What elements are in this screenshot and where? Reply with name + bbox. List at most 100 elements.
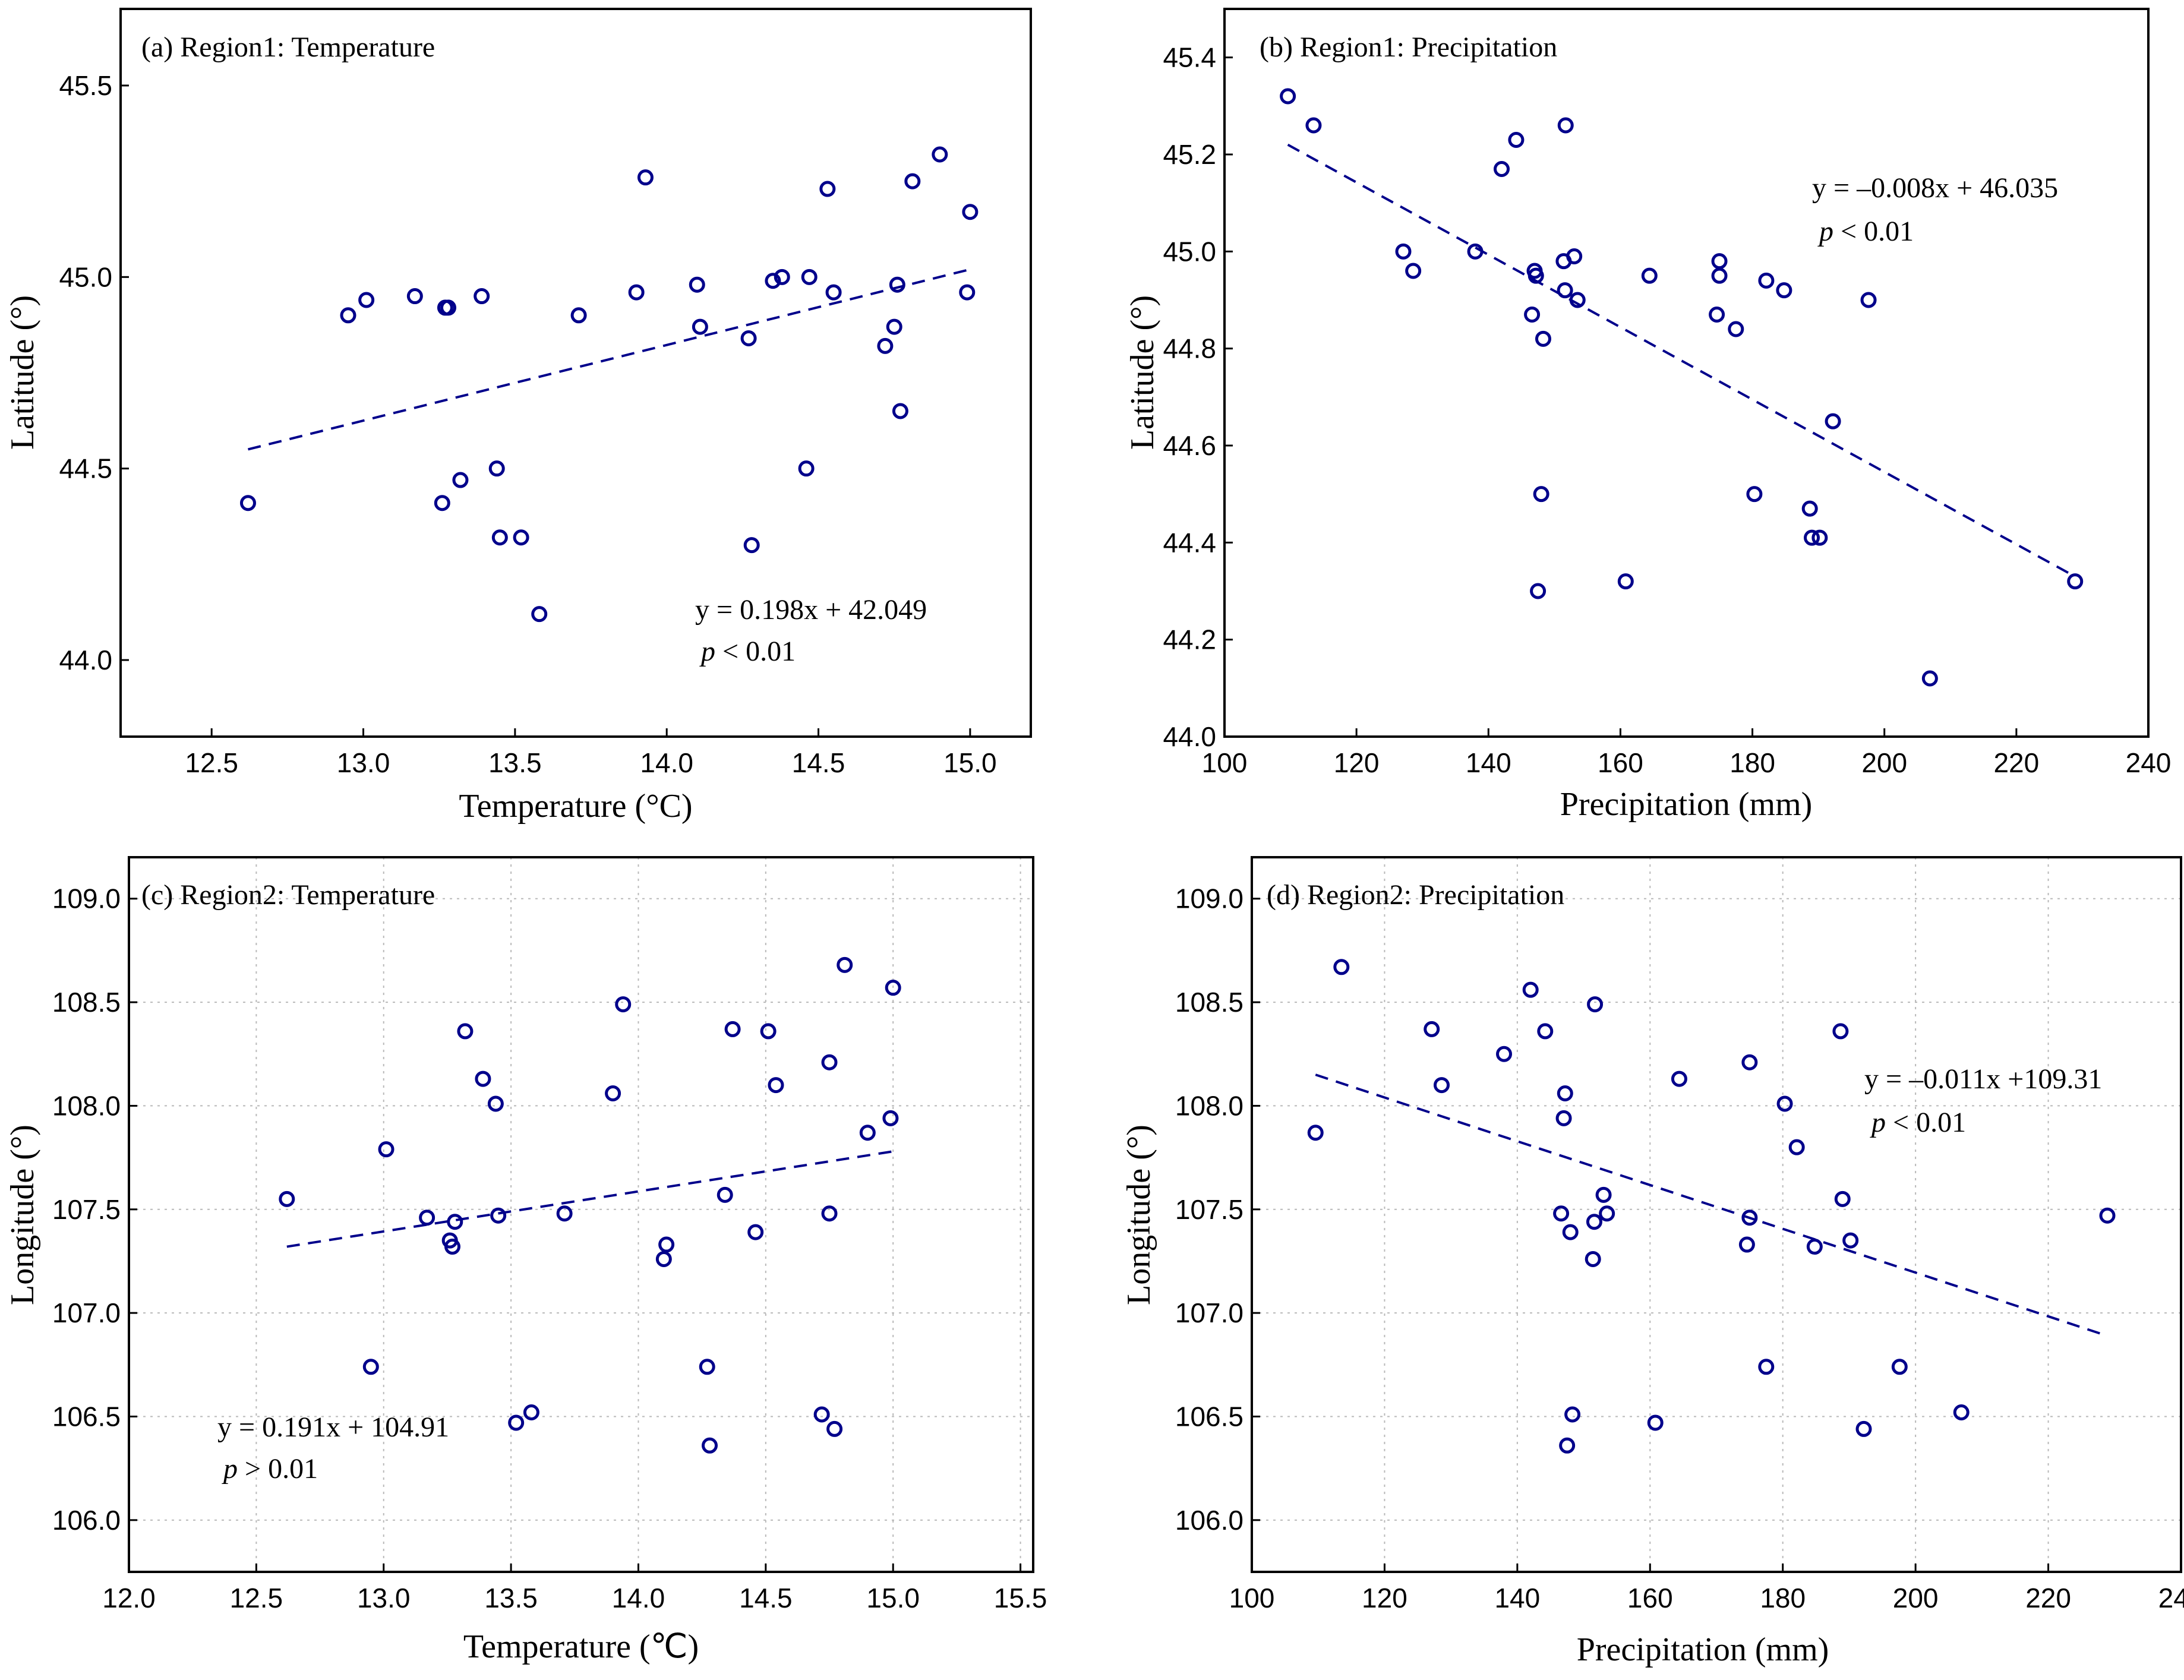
data-point <box>1530 583 1547 599</box>
data-point <box>859 1125 876 1141</box>
data-point <box>962 204 979 220</box>
data-point <box>637 169 654 186</box>
y-tick-label: 107.0 <box>1175 1297 1244 1328</box>
regression-equation: y = 0.198x + 42.049 <box>695 594 927 626</box>
y-tick-label: 107.5 <box>1175 1194 1244 1225</box>
data-point <box>628 284 645 301</box>
data-point <box>1741 1210 1758 1226</box>
data-point <box>1891 1359 1908 1375</box>
data-point <box>513 529 529 546</box>
data-point <box>1811 529 1828 546</box>
x-tick-label: 14.0 <box>612 1583 665 1613</box>
panel-c: 12.0 12.5 13.0 13.5 14.0 14.5 15.0 15.5 106.0 106… <box>4 856 1047 1665</box>
data-point <box>1647 1414 1664 1431</box>
data-point <box>491 529 508 546</box>
data-point <box>885 980 901 996</box>
data-point <box>440 299 457 316</box>
data-point <box>821 1205 838 1222</box>
data-point <box>1585 1250 1601 1267</box>
x-tick-label: 180 <box>1729 747 1775 778</box>
data-point <box>1595 1186 1612 1203</box>
data-point <box>1424 1021 1440 1037</box>
data-point <box>531 606 548 623</box>
regression-line <box>286 1150 894 1248</box>
x-tick-label: 240 <box>2126 747 2172 778</box>
data-point <box>959 284 976 301</box>
data-point <box>1333 959 1350 975</box>
data-point <box>692 318 708 335</box>
data-point <box>1709 307 1725 323</box>
data-point <box>740 330 757 346</box>
panel-a: 12.5 13.0 13.5 14.0 14.5 15.0 44.0 44.5 45.0 45.5… <box>4 8 1032 825</box>
plot-frame <box>1223 8 2150 738</box>
data-point <box>932 146 948 163</box>
data-point <box>825 284 842 301</box>
data-point <box>457 1023 474 1040</box>
data-point <box>378 1141 394 1158</box>
x-axis-label: Temperature (°C) <box>459 788 692 825</box>
data-point <box>886 318 902 335</box>
x-tick-label: 240 <box>2158 1583 2184 1613</box>
data-point <box>1467 243 1484 260</box>
y-tick-label: 45.4 <box>1163 42 1216 73</box>
data-point <box>658 1236 675 1253</box>
x-tick-label: 15.0 <box>866 1583 920 1613</box>
p-value-note: p > 0.01 <box>222 1453 318 1485</box>
regression-line <box>247 268 971 451</box>
data-point <box>487 1095 504 1112</box>
data-point <box>1562 1224 1579 1240</box>
data-point <box>1953 1404 1970 1421</box>
data-point <box>768 1077 784 1094</box>
data-point <box>724 1021 741 1037</box>
x-tick-label: 160 <box>1598 747 1643 778</box>
data-point <box>904 173 921 190</box>
x-axis-label: Precipitation (mm) <box>1577 1631 1829 1668</box>
data-point <box>1527 267 1544 284</box>
data-point <box>1566 248 1583 264</box>
y-tick-label: 106.0 <box>1175 1505 1244 1536</box>
data-point <box>1834 1190 1851 1207</box>
x-tick-label: 160 <box>1627 1583 1673 1613</box>
x-tick-label: 100 <box>1202 747 1248 778</box>
y-tick-label: 45.0 <box>1163 236 1216 267</box>
data-point <box>1522 981 1539 998</box>
y-tick-label: 108.0 <box>52 1090 121 1121</box>
data-point <box>765 273 781 289</box>
data-point <box>2067 573 2084 590</box>
data-point <box>605 1085 621 1102</box>
data-point <box>1599 1205 1615 1222</box>
data-point <box>447 1214 463 1230</box>
data-point <box>1496 1046 1513 1062</box>
y-axis-label: Longitude (°) <box>1121 1125 1157 1305</box>
data-point <box>1804 529 1820 546</box>
y-tick-label: 107.0 <box>52 1297 121 1328</box>
x-tick-label: 15.0 <box>943 747 997 778</box>
data-point <box>1586 1214 1602 1230</box>
data-point <box>821 1054 838 1070</box>
panel-title: (a) Region1: Temperature <box>141 31 435 63</box>
x-tick-label: 140 <box>1494 1583 1540 1613</box>
x-tick-label: 120 <box>1362 1583 1407 1613</box>
x-tick-label: 14.5 <box>792 747 845 778</box>
data-point <box>1825 413 1841 430</box>
y-tick-label: 108.5 <box>1175 987 1244 1018</box>
x-tick-label: 13.5 <box>484 1583 538 1613</box>
data-point <box>1832 1023 1849 1040</box>
x-tick-label: 13.0 <box>337 747 390 778</box>
data-point <box>1758 1359 1775 1375</box>
data-point <box>1776 282 1792 299</box>
y-tick-label: 44.0 <box>59 645 112 675</box>
y-tick-label: 107.5 <box>52 1194 121 1225</box>
regression-equation: y = 0.191x + 104.91 <box>217 1411 449 1443</box>
x-tick-label: 140 <box>1466 747 1511 778</box>
data-point <box>774 269 790 285</box>
y-tick-label: 45.0 <box>59 261 112 292</box>
data-point <box>655 1250 672 1267</box>
data-point <box>1776 1095 1793 1112</box>
data-point <box>434 495 450 511</box>
x-axis-label: Temperature (℃) <box>463 1628 699 1665</box>
data-point <box>1535 330 1551 347</box>
data-point <box>826 1420 843 1437</box>
data-point <box>406 288 423 305</box>
